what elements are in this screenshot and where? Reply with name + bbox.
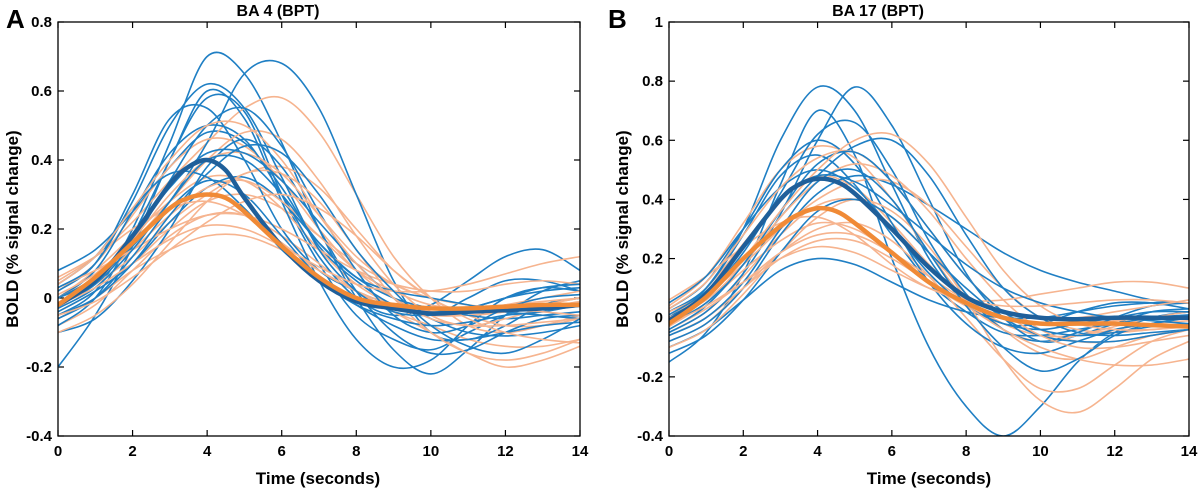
panel-a-title: BA 4 (BPT)	[237, 3, 320, 20]
mean-curve-orange	[669, 205, 1189, 329]
individual-curve-orange	[58, 211, 580, 348]
panel-b-x-axis-label: Time (seconds)	[867, 469, 991, 488]
x-tick-label: 0	[665, 443, 673, 460]
x-tick-label: 2	[128, 443, 136, 460]
individual-curve-orange	[58, 233, 580, 368]
y-tick-label: 0.6	[642, 132, 663, 149]
individual-curve-orange	[669, 245, 1189, 325]
individual-curve-orange	[58, 120, 580, 328]
individual-curve-blue	[58, 130, 580, 317]
panel-b-y-ticks: -0.4 -0.2 0 0.2 0.4 0.6 0.8 1	[637, 14, 1189, 445]
x-tick-label: 8	[352, 443, 360, 460]
individual-curve-orange	[58, 193, 580, 344]
individual-curve-blue	[58, 106, 580, 334]
y-tick-label: 0.2	[31, 221, 52, 238]
x-tick-label: 6	[278, 443, 286, 460]
panel-a-x-ticks: 0 2 4 6 8 10 12 14	[54, 22, 589, 460]
individual-curve-blue	[669, 86, 1189, 343]
panel-b: B BA 17 (BPT) Time (seconds) BOLD (% sig…	[608, 3, 1198, 488]
y-tick-label: 0.2	[642, 251, 663, 268]
individual-curve-blue	[669, 257, 1189, 349]
y-tick-label: 1	[655, 14, 663, 31]
panel-a-mean-curves	[58, 157, 580, 316]
x-tick-label: 8	[962, 443, 970, 460]
y-tick-label: 0.4	[31, 152, 53, 169]
panel-a-letter: A	[6, 4, 25, 34]
panel-b-letter: B	[608, 4, 627, 34]
individual-curve-blue	[58, 143, 580, 355]
mean-curve-blue	[669, 176, 1189, 323]
individual-curve-blue	[58, 82, 580, 317]
panel-b-x-ticks: 0 2 4 6 8 10 12 14	[665, 22, 1198, 460]
individual-curve-blue	[58, 138, 580, 356]
panel-b-individual-curves	[669, 85, 1189, 436]
x-tick-label: 4	[813, 443, 822, 460]
individual-curve-orange	[669, 198, 1189, 414]
individual-curve-blue	[669, 168, 1189, 373]
individual-curve-orange	[669, 231, 1189, 331]
individual-curve-blue	[669, 85, 1189, 327]
individual-curve-orange	[58, 169, 580, 361]
x-tick-label: 10	[1032, 443, 1049, 460]
x-tick-label: 14	[1181, 443, 1198, 460]
x-tick-label: 12	[1106, 443, 1123, 460]
x-tick-label: 4	[203, 443, 212, 460]
x-tick-label: 6	[888, 443, 896, 460]
y-tick-label: 0.8	[31, 14, 52, 31]
x-tick-label: 2	[739, 443, 747, 460]
y-tick-label: 0	[655, 310, 663, 327]
panel-b-mean-curves	[669, 176, 1189, 329]
x-tick-label: 14	[572, 443, 589, 460]
y-tick-label: 0.8	[642, 73, 663, 90]
individual-curve-orange	[58, 165, 580, 328]
panel-b-title: BA 17 (BPT)	[832, 3, 924, 20]
individual-curve-orange	[669, 132, 1189, 331]
panel-b-axes-box	[668, 21, 1190, 437]
x-tick-label: 12	[497, 443, 514, 460]
individual-curve-orange	[58, 224, 580, 306]
panel-a-y-axis-label: BOLD (% signal change)	[3, 130, 22, 327]
y-tick-label: 0	[44, 290, 52, 307]
panel-a-individual-curves	[58, 51, 580, 375]
panel-b-y-axis-label: BOLD (% signal change)	[613, 130, 632, 327]
individual-curve-blue	[669, 173, 1189, 325]
panel-a-y-ticks: -0.4 -0.2 0 0.2 0.4 0.6 0.8	[26, 14, 580, 445]
y-tick-label: -0.2	[26, 359, 52, 376]
x-tick-label: 0	[54, 443, 62, 460]
y-tick-label: -0.2	[637, 369, 663, 386]
y-tick-label: -0.4	[26, 428, 53, 445]
y-tick-label: -0.4	[637, 428, 664, 445]
y-tick-label: 0.6	[31, 83, 52, 100]
y-tick-label: 0.4	[642, 191, 664, 208]
panel-a: A BA 4 (BPT) Time (seconds) BOLD (% sign…	[3, 3, 589, 488]
panel-a-axes-box	[57, 21, 581, 437]
panel-a-x-axis-label: Time (seconds)	[256, 469, 380, 488]
x-tick-label: 10	[423, 443, 440, 460]
mean-curve-orange	[58, 192, 580, 311]
